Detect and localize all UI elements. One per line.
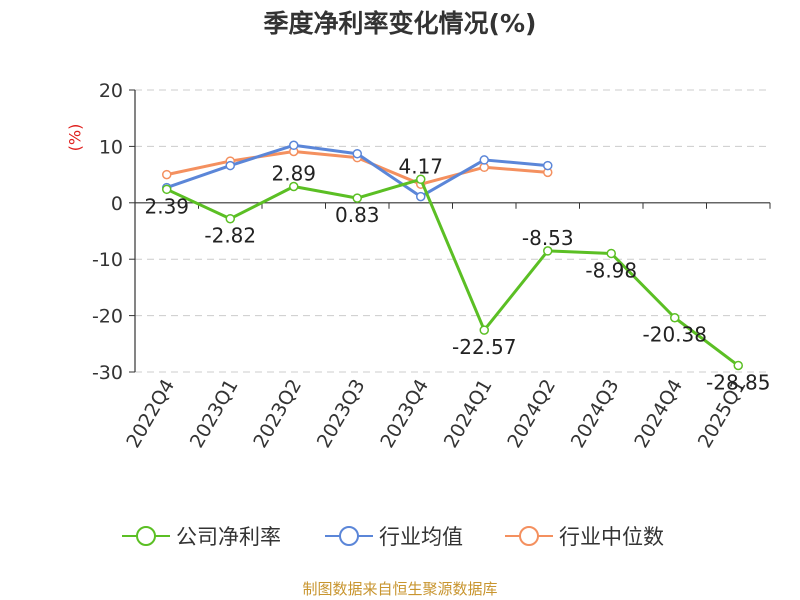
legend-line-marker-icon	[122, 526, 170, 546]
x-tick-label: 2024Q4	[630, 376, 687, 452]
legend-item-industry-median[interactable]: 行业中位数	[505, 521, 664, 551]
series-line-company	[166, 177, 740, 367]
x-tick-label: 2023Q1	[186, 376, 243, 452]
chart-title: 季度净利率变化情况(%)	[263, 9, 537, 38]
y-tick-label: -10	[92, 249, 123, 271]
data-point-company	[416, 174, 426, 185]
data-point-company	[162, 184, 172, 195]
data-point-industry_median	[162, 169, 172, 180]
data-point-industry_avg	[543, 160, 553, 171]
legend-line-marker-icon	[325, 526, 373, 546]
data-point-company	[352, 193, 362, 203]
data-point-company	[289, 181, 299, 192]
data-label: -28.85	[706, 371, 770, 395]
data-point-industry_avg	[416, 191, 426, 202]
x-tick-label: 2022Q4	[122, 376, 179, 452]
data-point-industry_avg	[289, 140, 299, 151]
y-tick-label: 10	[99, 136, 123, 158]
y-tick-label: 20	[99, 80, 123, 102]
y-tick-label: 0	[111, 193, 123, 215]
legend-item-company[interactable]: 公司净利率	[122, 521, 281, 551]
data-label: -20.38	[643, 323, 707, 347]
data-label: -8.53	[522, 226, 574, 250]
data-label: 2.89	[271, 162, 316, 186]
data-point-company	[670, 312, 680, 323]
data-point-company	[543, 246, 553, 256]
y-tick-label: -20	[92, 306, 123, 328]
x-tick-label: 2024Q1	[440, 376, 497, 452]
legend-item-industry-avg[interactable]: 行业均值	[325, 521, 463, 551]
data-label: -2.82	[204, 224, 256, 248]
data-label: -22.57	[452, 335, 516, 359]
data-label: 2.39	[144, 194, 189, 218]
x-tick-label: 2023Q3	[313, 376, 370, 452]
legend-line-marker-icon	[505, 526, 553, 546]
data-point-industry_avg	[225, 160, 235, 171]
x-tick-label: 2024Q3	[567, 376, 624, 452]
data-label: 0.83	[335, 203, 380, 227]
chart-legend: 公司净利率 行业均值 行业中位数	[0, 521, 800, 551]
x-tick-label: 2024Q2	[503, 376, 560, 452]
y-tick-label: -30	[92, 362, 123, 384]
data-label: -8.98	[585, 258, 637, 282]
data-point-company	[479, 325, 489, 335]
legend-label: 行业均值	[379, 525, 463, 549]
data-point-company	[606, 248, 616, 259]
data-point-company	[733, 360, 743, 371]
data-point-company	[225, 213, 235, 224]
data-label: 4.17	[398, 154, 443, 178]
x-tick-label: 2023Q2	[249, 376, 306, 452]
legend-label: 行业中位数	[559, 525, 664, 549]
legend-label: 公司净利率	[176, 525, 281, 549]
x-tick-label: 2023Q4	[376, 376, 433, 452]
data-point-industry_avg	[352, 148, 362, 159]
data-source-note: 制图数据来自恒生聚源数据库	[302, 580, 498, 598]
data-point-industry_avg	[479, 155, 489, 165]
